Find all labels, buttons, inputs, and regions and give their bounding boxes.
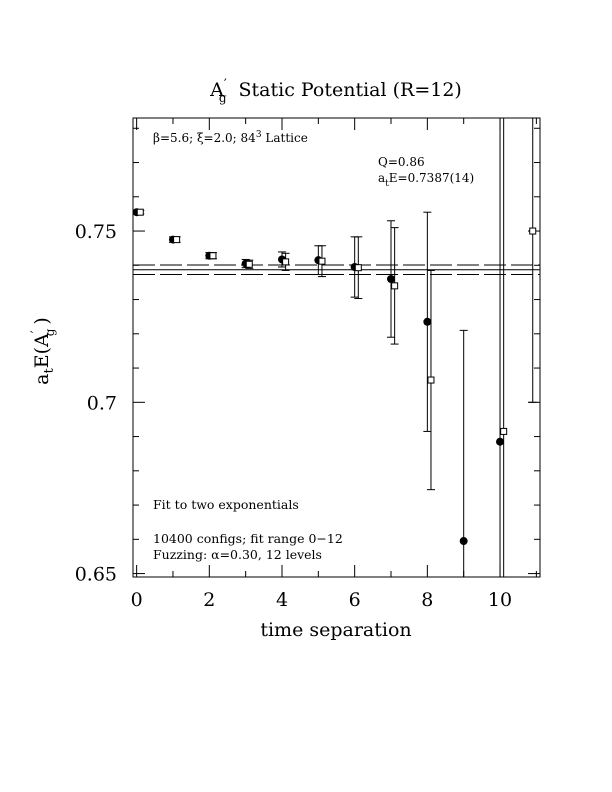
data-point-circle	[496, 437, 505, 446]
data-point-square	[136, 208, 144, 216]
energy-label: atE=0.7387(14)	[378, 171, 474, 189]
y-tick-label: 0.65	[75, 564, 117, 586]
data-point-square	[282, 258, 290, 266]
note-configs: 10400 configs; fit range 0−12	[153, 531, 343, 546]
data-point-square	[529, 227, 537, 235]
note-fuzzing: Fuzzing: α=0.30, 12 levels	[153, 547, 322, 562]
data-point-square	[391, 282, 399, 290]
x-tick-label: 8	[421, 589, 433, 611]
data-point-square	[209, 252, 217, 260]
data-point-circle	[423, 317, 432, 326]
data-point-circle	[459, 537, 468, 546]
plot-frame	[132, 117, 541, 578]
x-axis-label: time separation	[260, 619, 411, 641]
y-tick-label: 0.75	[75, 221, 117, 243]
note-fit: Fit to two exponentials	[153, 497, 299, 512]
data-point-circle	[387, 274, 396, 283]
params-label: β=5.6; ξ=2.0; 843 Lattice	[153, 130, 308, 145]
x-tick-label: 10	[488, 589, 512, 611]
fit-band	[133, 264, 540, 276]
x-tick-label: 4	[276, 589, 288, 611]
q-label: Q=0.86	[378, 155, 425, 169]
x-tick-label: 2	[203, 589, 215, 611]
data-point-square	[318, 257, 326, 265]
y-axis-label: atE(A′g)	[29, 317, 57, 385]
data-point-square	[245, 260, 253, 268]
y-tick-label: 0.7	[87, 392, 117, 414]
data-point-square	[173, 236, 181, 244]
x-tick-label: 0	[131, 589, 143, 611]
data-point-square	[427, 376, 435, 384]
x-tick-label: 6	[349, 589, 361, 611]
data-point-square	[354, 264, 362, 272]
data-points	[132, 208, 537, 546]
tick-labels: 0 2 4 6 8 10 0.65 0.7 0.75	[75, 221, 512, 611]
data-point-square	[500, 427, 508, 435]
chart-title: A′ g Static Potential (R=12)	[209, 77, 462, 105]
